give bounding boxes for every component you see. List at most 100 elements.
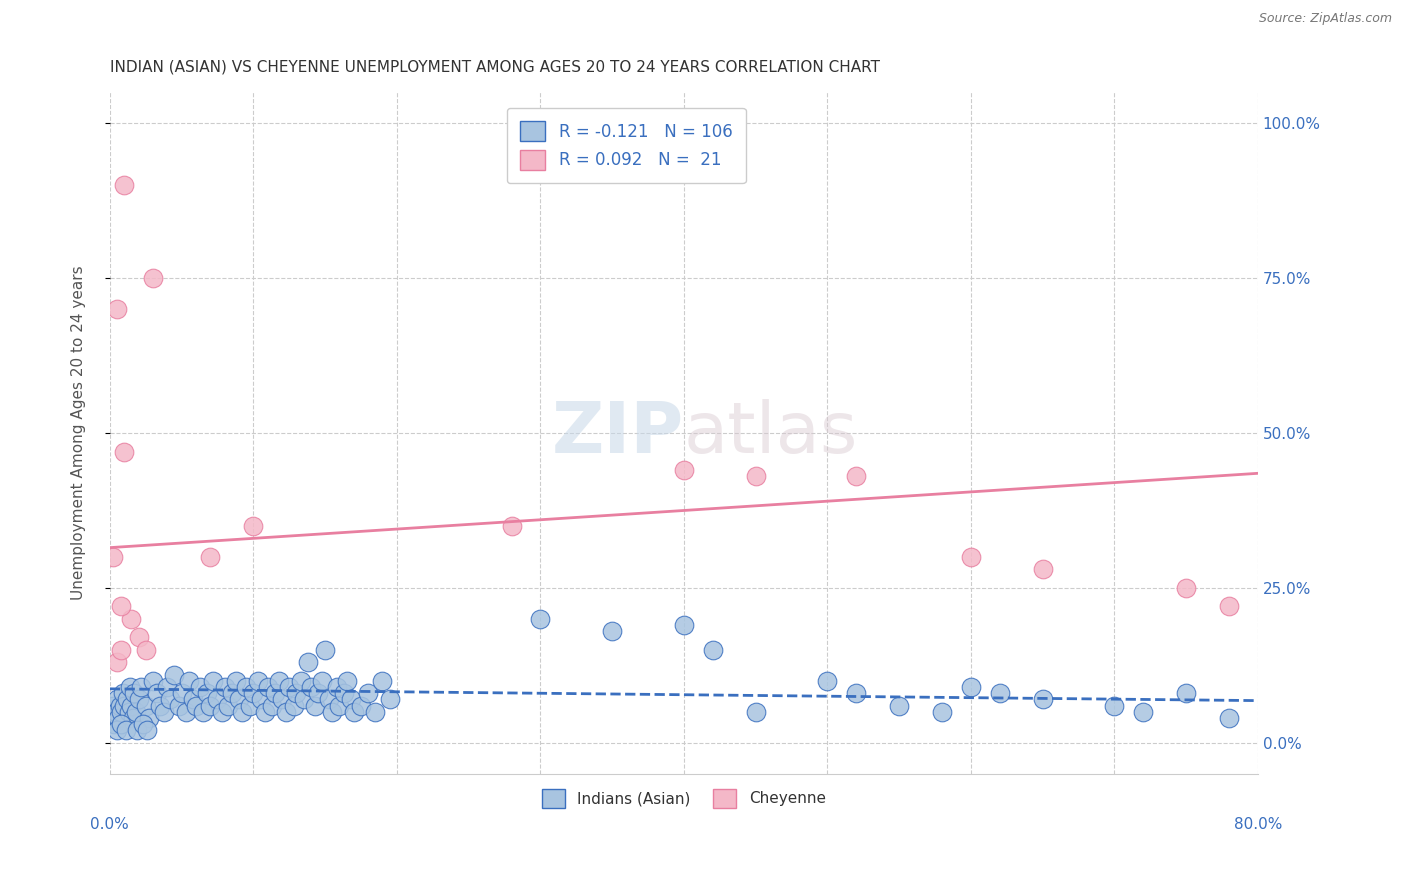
Point: [529, 612, 551, 626]
Point: [357, 686, 380, 700]
Point: [167, 698, 190, 713]
Point: [318, 692, 340, 706]
Point: [177, 673, 200, 688]
Point: [217, 698, 239, 713]
Point: [146, 686, 169, 700]
Point: [1218, 711, 1240, 725]
Point: [184, 698, 207, 713]
Point: [128, 692, 150, 706]
Point: [132, 717, 155, 731]
Point: [672, 618, 695, 632]
Text: Source: ZipAtlas.com: Source: ZipAtlas.com: [1258, 12, 1392, 25]
Point: [815, 673, 838, 688]
Point: [256, 680, 278, 694]
Point: [311, 673, 333, 688]
Point: [127, 723, 149, 738]
Y-axis label: Unemployment Among Ages 20 to 24 years: Unemployment Among Ages 20 to 24 years: [72, 266, 86, 600]
Point: [988, 686, 1011, 700]
Point: [845, 686, 868, 700]
Point: [1104, 698, 1126, 713]
Point: [163, 667, 186, 681]
Point: [299, 680, 322, 694]
Point: [100, 711, 122, 725]
Point: [142, 673, 165, 688]
Point: [235, 680, 257, 694]
Point: [197, 686, 219, 700]
Point: [120, 698, 142, 713]
Point: [131, 680, 153, 694]
Point: [101, 698, 124, 713]
Point: [191, 705, 214, 719]
Point: [1032, 562, 1054, 576]
Text: INDIAN (ASIAN) VS CHEYENNE UNEMPLOYMENT AMONG AGES 20 TO 24 YEARS CORRELATION CH: INDIAN (ASIAN) VS CHEYENNE UNEMPLOYMENT …: [110, 60, 880, 75]
Point: [328, 698, 350, 713]
Point: [225, 673, 247, 688]
Point: [112, 444, 135, 458]
Point: [1175, 581, 1198, 595]
Point: [290, 673, 312, 688]
Point: [98, 705, 121, 719]
Point: [744, 469, 766, 483]
Point: [845, 469, 868, 483]
Point: [117, 705, 139, 719]
Point: [343, 705, 366, 719]
Point: [314, 643, 336, 657]
Point: [959, 549, 981, 564]
Point: [120, 612, 142, 626]
Point: [501, 519, 523, 533]
Point: [115, 692, 138, 706]
Point: [292, 692, 315, 706]
Point: [202, 673, 225, 688]
Point: [112, 178, 135, 193]
Point: [297, 655, 319, 669]
Point: [304, 698, 326, 713]
Point: [260, 698, 283, 713]
Point: [136, 723, 159, 738]
Point: [121, 711, 143, 725]
Point: [112, 698, 135, 713]
Text: ZIP: ZIP: [551, 399, 683, 467]
Point: [135, 698, 157, 713]
Point: [264, 686, 287, 700]
Point: [207, 692, 229, 706]
Point: [702, 643, 724, 657]
Text: 80.0%: 80.0%: [1233, 817, 1282, 832]
Point: [332, 686, 354, 700]
Point: [231, 705, 253, 719]
Point: [135, 643, 157, 657]
Point: [283, 698, 305, 713]
Point: [600, 624, 623, 639]
Point: [128, 631, 150, 645]
Point: [364, 705, 387, 719]
Point: [125, 705, 148, 719]
Point: [321, 705, 343, 719]
Text: atlas: atlas: [683, 399, 858, 467]
Point: [249, 692, 271, 706]
Point: [253, 705, 276, 719]
Point: [105, 655, 128, 669]
Point: [200, 698, 222, 713]
Point: [103, 717, 125, 731]
Text: 0.0%: 0.0%: [90, 817, 129, 832]
Point: [1218, 599, 1240, 614]
Point: [110, 643, 132, 657]
Point: [1032, 692, 1054, 706]
Point: [325, 680, 347, 694]
Point: [1132, 705, 1154, 719]
Point: [239, 698, 262, 713]
Point: [931, 705, 953, 719]
Point: [271, 692, 294, 706]
Point: [118, 680, 141, 694]
Point: [371, 673, 394, 688]
Point: [104, 705, 127, 719]
Point: [959, 680, 981, 694]
Point: [105, 692, 128, 706]
Point: [200, 549, 222, 564]
Point: [1175, 686, 1198, 700]
Legend: Indians (Asian), Cheyenne: Indians (Asian), Cheyenne: [536, 783, 832, 814]
Point: [181, 692, 204, 706]
Point: [138, 711, 160, 725]
Point: [107, 711, 129, 725]
Point: [228, 692, 250, 706]
Point: [221, 686, 243, 700]
